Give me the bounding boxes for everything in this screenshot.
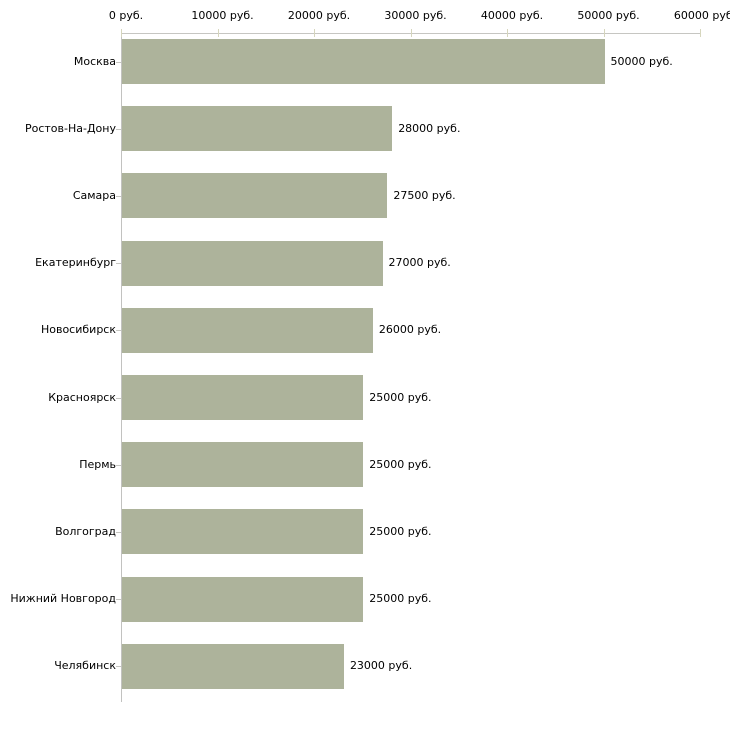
- value-label: 25000 руб.: [369, 592, 432, 606]
- bar: [122, 576, 364, 622]
- y-axis-tick: [116, 397, 121, 399]
- x-axis-tick-label: 40000 руб.: [480, 9, 544, 22]
- x-axis-tick: [700, 29, 701, 37]
- y-axis-tick: [116, 330, 121, 332]
- value-label: 25000 руб.: [369, 457, 432, 471]
- x-axis-tick-label: 60000 руб.: [673, 9, 730, 22]
- y-axis-tick: [116, 666, 121, 668]
- y-axis-tick: [116, 599, 121, 601]
- bar: [122, 307, 373, 353]
- x-axis-tick: [410, 29, 412, 37]
- y-axis-tick: [116, 195, 121, 197]
- value-label: 25000 руб.: [369, 524, 432, 538]
- value-label: 28000 руб.: [398, 121, 461, 135]
- category-label: Нижний Новгород: [10, 592, 116, 606]
- value-label: 26000 руб.: [378, 323, 442, 337]
- category-label: Красноярск: [48, 390, 116, 404]
- bar: [122, 442, 364, 488]
- category-label: Екатеринбург: [35, 256, 116, 270]
- category-label: Ростов-На-Дону: [24, 121, 116, 135]
- y-axis-tick: [116, 128, 121, 130]
- category-label: Волгоград: [55, 524, 116, 538]
- category-label: Москва: [73, 54, 116, 68]
- y-axis-tick: [116, 464, 121, 466]
- value-label: 27500 руб.: [393, 188, 456, 202]
- bar: [122, 39, 605, 84]
- x-axis-tick-label: 10000 руб.: [191, 9, 254, 22]
- bar: [122, 643, 344, 689]
- category-label: Самара: [72, 188, 116, 202]
- value-label: 23000 руб.: [349, 659, 413, 673]
- y-axis-tick: [116, 263, 121, 265]
- x-axis-tick: [314, 29, 315, 37]
- bar: [122, 509, 364, 555]
- bar: [122, 106, 393, 152]
- x-axis-tick-label: 20000 руб.: [287, 9, 351, 22]
- category-label: Новосибирск: [40, 323, 116, 337]
- x-axis-tick: [603, 29, 605, 37]
- value-label: 27000 руб.: [388, 256, 451, 270]
- value-label: 50000 руб.: [610, 54, 673, 68]
- category-label: Челябинск: [54, 659, 116, 673]
- y-axis-tick: [116, 531, 121, 533]
- x-axis-tick-label: 50000 руб.: [577, 9, 640, 22]
- category-label: Пермь: [79, 457, 116, 471]
- bar: [122, 375, 364, 420]
- value-label: 25000 руб.: [369, 390, 432, 404]
- bar: [122, 240, 383, 286]
- x-axis-tick: [507, 29, 508, 37]
- x-axis-tick-label: 0 руб.: [108, 9, 144, 22]
- x-axis-tick: [121, 29, 122, 37]
- y-axis-line: [121, 33, 122, 702]
- x-axis-tick-label: 30000 руб.: [384, 9, 447, 22]
- bar: [122, 173, 388, 219]
- y-axis-tick: [116, 61, 121, 63]
- x-axis-tick: [217, 29, 219, 37]
